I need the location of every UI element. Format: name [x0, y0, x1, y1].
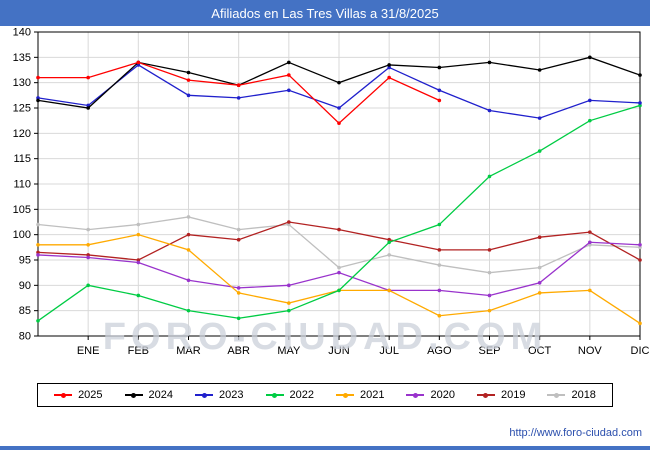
legend-label: 2022 — [289, 389, 314, 401]
chart-legend: 2025 2024 2023 2022 2021 2020 2019 2018 — [37, 383, 613, 407]
legend-swatch-icon — [476, 392, 495, 398]
legend-swatch-icon — [547, 392, 566, 398]
svg-text:ENE: ENE — [77, 345, 100, 357]
legend-label: 2023 — [219, 389, 244, 401]
legend-row: 2025 2024 2023 2022 2021 2020 2019 2018 — [0, 383, 650, 407]
svg-text:JUN: JUN — [328, 345, 349, 357]
legend-item-2021: 2021 — [336, 389, 384, 401]
legend-label: 2019 — [500, 389, 526, 401]
svg-text:120: 120 — [13, 128, 31, 140]
footer-url[interactable]: http://www.foro-ciudad.com — [509, 427, 642, 439]
svg-text:NOV: NOV — [578, 345, 603, 357]
svg-text:110: 110 — [13, 179, 31, 191]
chart-title: Afiliados en Las Tres Villas a 31/8/2025 — [211, 5, 439, 21]
legend-swatch-icon — [124, 392, 143, 398]
legend-item-2018: 2018 — [547, 389, 596, 401]
legend-item-2024: 2024 — [124, 389, 174, 401]
svg-text:SEP: SEP — [478, 345, 500, 357]
svg-text:95: 95 — [19, 255, 31, 267]
legend-item-2023: 2023 — [195, 389, 244, 401]
svg-text:JUL: JUL — [379, 345, 399, 357]
svg-text:135: 135 — [13, 52, 31, 64]
legend-label: 2020 — [430, 389, 455, 401]
svg-text:MAY: MAY — [277, 345, 301, 357]
legend-label: 2018 — [571, 389, 596, 401]
bottom-bar — [0, 446, 650, 450]
svg-text:100: 100 — [13, 229, 31, 241]
svg-text:140: 140 — [13, 27, 31, 39]
svg-text:ABR: ABR — [227, 345, 250, 357]
legend-label: 2024 — [148, 389, 174, 401]
svg-text:FEB: FEB — [128, 345, 149, 357]
svg-text:90: 90 — [19, 280, 31, 292]
title-bar: Afiliados en Las Tres Villas a 31/8/2025 — [0, 0, 650, 26]
chart-area: 80 85 90 95 100 105 110 115 120 125 130 135 140 ENE FE… — [0, 26, 650, 371]
legend-swatch-icon — [406, 392, 425, 398]
legend-swatch-icon — [265, 392, 284, 398]
line-chart: 80 85 90 95 100 105 110 115 120 125 130 135 140 ENE FE… — [13, 27, 650, 358]
svg-text:AGO: AGO — [427, 345, 452, 357]
legend-swatch-icon — [54, 392, 73, 398]
legend-item-2020: 2020 — [406, 389, 455, 401]
legend-item-2022: 2022 — [265, 389, 314, 401]
svg-text:125: 125 — [13, 103, 31, 115]
legend-item-2019: 2019 — [476, 389, 526, 401]
legend-label: 2025 — [78, 389, 103, 401]
svg-text:130: 130 — [13, 77, 31, 89]
legend-swatch-icon — [195, 392, 214, 398]
legend-item-2025: 2025 — [54, 389, 103, 401]
svg-text:80: 80 — [19, 331, 31, 343]
svg-text:105: 105 — [13, 204, 31, 216]
svg-text:MAR: MAR — [176, 345, 201, 357]
legend-swatch-icon — [336, 392, 354, 398]
svg-text:DIC: DIC — [631, 345, 650, 357]
svg-text:85: 85 — [19, 305, 31, 317]
svg-text:115: 115 — [13, 153, 31, 165]
legend-label: 2021 — [360, 389, 385, 401]
svg-text:OCT: OCT — [528, 345, 552, 357]
footer: http://www.foro-ciudad.com — [0, 427, 650, 439]
